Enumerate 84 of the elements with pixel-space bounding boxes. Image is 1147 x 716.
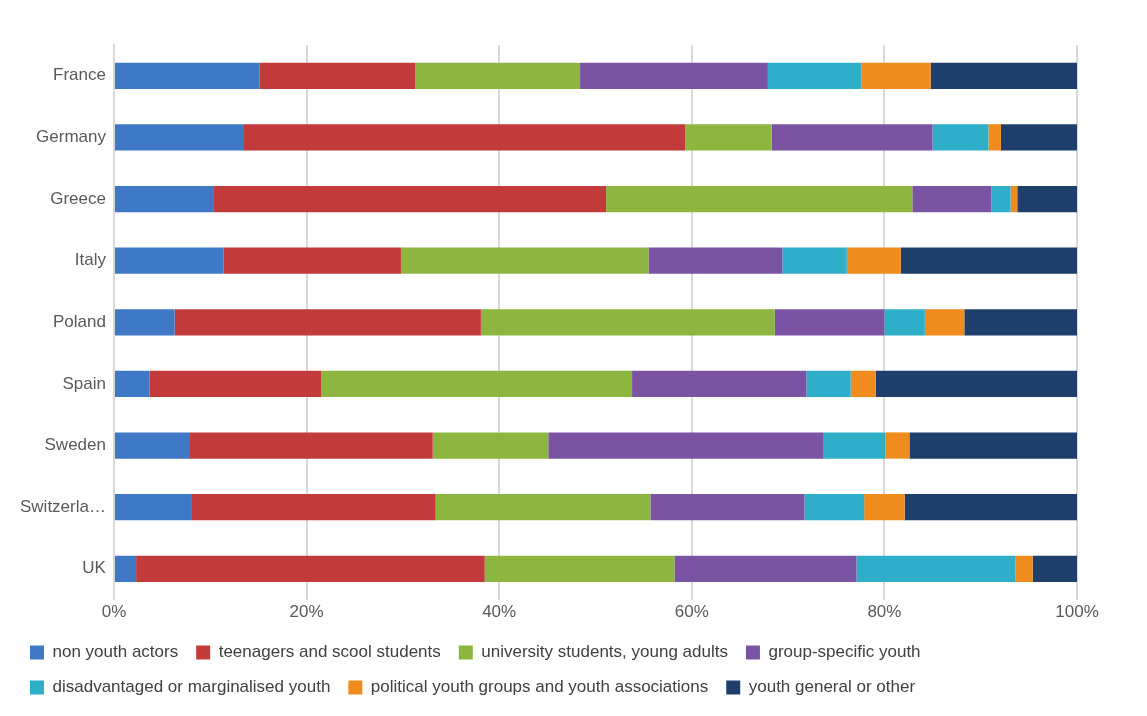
bar — [484, 555, 675, 582]
y-tick-label: Germany — [36, 127, 107, 147]
bar — [114, 555, 137, 582]
y-tick-label: Switzerla… — [19, 496, 106, 516]
bar — [114, 494, 192, 521]
bar — [904, 494, 1077, 521]
bar — [924, 309, 965, 336]
bar — [435, 494, 651, 521]
bar — [114, 309, 175, 336]
bar — [674, 555, 857, 582]
bar — [850, 370, 876, 398]
y-tick-label: UK — [82, 558, 107, 578]
bar — [767, 62, 862, 89]
bar — [823, 432, 886, 459]
bar — [632, 370, 807, 398]
bar — [782, 247, 847, 274]
bar — [114, 62, 260, 89]
legend-label: political youth groups and youth associations — [370, 677, 709, 697]
bar — [136, 555, 485, 582]
bar — [580, 62, 768, 89]
x-tick-label: 40% — [482, 602, 517, 622]
y-tick-label: Spain — [62, 373, 106, 393]
x-tick-label: 20% — [289, 602, 324, 622]
bar — [930, 62, 1077, 89]
bar — [606, 185, 913, 213]
bar — [400, 247, 649, 274]
bar — [480, 309, 775, 336]
bar — [415, 62, 581, 89]
bar — [114, 124, 244, 151]
bar — [991, 185, 1011, 213]
bar — [912, 185, 992, 213]
x-tick-label: 60% — [674, 602, 709, 622]
bar — [804, 494, 865, 521]
bar — [856, 555, 1016, 582]
bar — [806, 370, 851, 398]
bar — [1000, 124, 1077, 151]
bar — [223, 247, 401, 274]
bar — [321, 370, 633, 398]
bar — [884, 309, 925, 336]
bar — [650, 494, 805, 521]
bar — [771, 124, 933, 151]
bar — [861, 62, 931, 89]
bar — [114, 370, 150, 398]
bar — [964, 309, 1077, 336]
bar — [548, 432, 824, 459]
bar — [259, 62, 416, 89]
bar — [988, 124, 1001, 151]
x-tick-label: 0% — [101, 602, 127, 622]
bar — [149, 370, 322, 398]
bar — [114, 432, 190, 459]
bar — [174, 309, 481, 336]
bar — [191, 494, 436, 521]
legend-label: group-specific youth — [768, 642, 921, 662]
legend-label: teenagers and scool students — [218, 642, 441, 662]
legend-label: non youth actors — [52, 642, 179, 662]
y-tick-label: Italy — [74, 250, 107, 270]
bar — [432, 432, 549, 459]
bar — [864, 494, 905, 521]
x-tick-label: 100% — [1055, 602, 1099, 622]
bar — [114, 185, 214, 213]
bar — [900, 247, 1077, 274]
bar — [909, 432, 1077, 459]
bar — [774, 309, 885, 336]
y-tick-label: Greece — [50, 188, 106, 208]
bar — [885, 432, 910, 459]
bar — [114, 247, 224, 274]
bar — [1015, 555, 1033, 582]
bar — [1017, 185, 1077, 213]
y-tick-label: Poland — [53, 311, 106, 331]
x-tick-label: 80% — [867, 602, 902, 622]
legend-label: youth general or other — [748, 677, 916, 697]
legend-label: university students, young adults — [481, 642, 728, 662]
bar — [189, 432, 433, 459]
bar — [1032, 555, 1077, 582]
legend-label: disadvantaged or marginalised youth — [52, 677, 331, 697]
bar — [875, 370, 1077, 398]
bar — [243, 124, 686, 151]
bar — [685, 124, 772, 151]
bar — [932, 124, 989, 151]
y-tick-label: Sweden — [44, 435, 106, 455]
bar — [648, 247, 783, 274]
bar — [846, 247, 901, 274]
y-tick-label: France — [53, 65, 106, 85]
bar — [213, 185, 607, 213]
